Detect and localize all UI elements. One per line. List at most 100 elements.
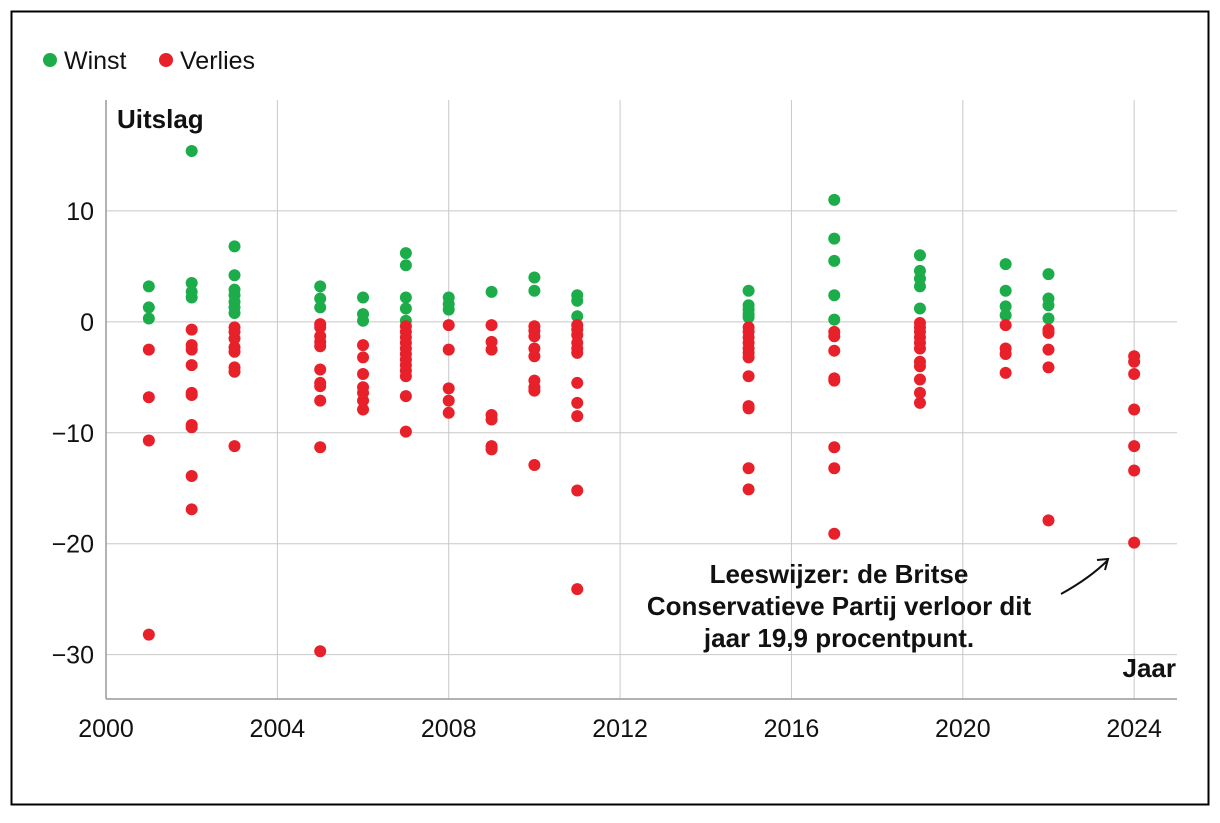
point-verlies-30 bbox=[314, 394, 327, 407]
point-verlies-27 bbox=[314, 363, 327, 376]
point-verlies-21 bbox=[228, 440, 241, 453]
x-tick-label-2004: 2004 bbox=[250, 715, 306, 743]
x-tick-label-2024: 2024 bbox=[1106, 715, 1162, 743]
y-axis-title: Uitslag bbox=[117, 104, 204, 134]
point-verlies-68 bbox=[528, 350, 541, 363]
point-winst-20 bbox=[399, 247, 412, 260]
x-tick-label-2012: 2012 bbox=[592, 715, 648, 743]
legend-label-winst: Winst bbox=[64, 47, 127, 75]
point-verlies-115 bbox=[999, 319, 1012, 332]
x-tick-label-2000: 2000 bbox=[78, 715, 134, 743]
point-verlies-125 bbox=[1128, 355, 1141, 368]
point-winst-43 bbox=[828, 313, 841, 326]
point-verlies-117 bbox=[999, 348, 1012, 361]
legend-label-verlies: Verlies bbox=[180, 47, 255, 75]
legend: Winst Verlies bbox=[43, 47, 255, 75]
point-winst-15 bbox=[314, 292, 327, 305]
y-tick-label-2: −10 bbox=[52, 420, 94, 448]
point-verlies-54 bbox=[442, 382, 455, 395]
point-verlies-57 bbox=[485, 319, 498, 332]
point-verlies-23 bbox=[314, 321, 327, 334]
point-verlies-35 bbox=[357, 367, 370, 380]
point-verlies-52 bbox=[442, 319, 455, 332]
point-verlies-128 bbox=[1128, 440, 1141, 453]
point-winst-47 bbox=[913, 280, 926, 293]
point-verlies-127 bbox=[1128, 403, 1141, 416]
point-verlies-53 bbox=[442, 343, 455, 356]
x-tick-label-2020: 2020 bbox=[935, 715, 991, 743]
point-winst-40 bbox=[828, 232, 841, 245]
point-verlies-98 bbox=[828, 344, 841, 357]
point-verlies-50 bbox=[399, 390, 412, 403]
point-winst-50 bbox=[999, 284, 1012, 297]
point-winst-56 bbox=[1042, 312, 1055, 325]
point-verlies-101 bbox=[828, 441, 841, 454]
point-winst-17 bbox=[357, 291, 370, 304]
point-winst-55 bbox=[1042, 299, 1055, 312]
x-axis-title: Jaar bbox=[1123, 653, 1177, 683]
point-verlies-81 bbox=[571, 410, 584, 423]
y-tick-label-1: −20 bbox=[52, 531, 94, 559]
point-verlies-49 bbox=[399, 370, 412, 383]
point-verlies-66 bbox=[528, 330, 541, 343]
point-verlies-56 bbox=[442, 406, 455, 419]
point-winst-33 bbox=[571, 310, 584, 323]
point-verlies-120 bbox=[1042, 326, 1055, 339]
point-verlies-55 bbox=[442, 394, 455, 407]
point-winst-1 bbox=[142, 301, 155, 314]
point-verlies-61 bbox=[485, 413, 498, 426]
data-points bbox=[142, 145, 1141, 658]
point-winst-6 bbox=[185, 291, 198, 304]
point-winst-41 bbox=[828, 254, 841, 267]
point-verlies-7 bbox=[185, 359, 198, 372]
point-winst-51 bbox=[999, 300, 1012, 313]
point-verlies-79 bbox=[571, 376, 584, 389]
point-winst-16 bbox=[314, 301, 327, 314]
point-verlies-83 bbox=[571, 583, 584, 596]
point-verlies-51 bbox=[399, 425, 412, 438]
x-tick-label-2016: 2016 bbox=[764, 715, 820, 743]
point-verlies-34 bbox=[357, 351, 370, 364]
point-verlies-32 bbox=[314, 645, 327, 658]
point-winst-0 bbox=[142, 280, 155, 293]
point-verlies-12 bbox=[185, 470, 198, 483]
point-winst-23 bbox=[399, 302, 412, 315]
annotation-arrow bbox=[1060, 559, 1109, 595]
point-verlies-6 bbox=[185, 343, 198, 356]
point-winst-14 bbox=[314, 280, 327, 293]
point-verlies-3 bbox=[142, 628, 155, 641]
point-winst-13 bbox=[228, 306, 241, 319]
point-verlies-100 bbox=[828, 374, 841, 387]
point-verlies-95 bbox=[742, 483, 755, 496]
point-winst-4 bbox=[185, 277, 198, 290]
point-winst-30 bbox=[528, 284, 541, 297]
point-winst-8 bbox=[228, 269, 241, 282]
annotation-line-3: jaar 19,9 procentpunt. bbox=[703, 623, 974, 653]
y-tick-label-4: 10 bbox=[66, 198, 94, 226]
point-verlies-94 bbox=[742, 462, 755, 475]
point-winst-32 bbox=[571, 294, 584, 307]
y-tick-label-0: −30 bbox=[52, 642, 94, 670]
annotation-arrow-head bbox=[1096, 557, 1110, 571]
x-tick-label-2008: 2008 bbox=[421, 715, 477, 743]
legend-marker-winst bbox=[43, 53, 57, 67]
point-verlies-103 bbox=[828, 527, 841, 540]
point-verlies-111 bbox=[913, 360, 926, 373]
point-verlies-18 bbox=[228, 345, 241, 358]
point-verlies-4 bbox=[185, 323, 198, 336]
point-winst-42 bbox=[828, 289, 841, 302]
point-winst-22 bbox=[399, 291, 412, 304]
point-verlies-16 bbox=[228, 332, 241, 345]
point-verlies-102 bbox=[828, 462, 841, 475]
point-winst-34 bbox=[742, 284, 755, 297]
point-winst-3 bbox=[185, 145, 198, 158]
point-verlies-2 bbox=[142, 434, 155, 447]
point-verlies-13 bbox=[185, 503, 198, 516]
grid-lines bbox=[106, 100, 1177, 699]
point-winst-19 bbox=[357, 314, 370, 327]
point-winst-49 bbox=[999, 258, 1012, 271]
point-winst-29 bbox=[528, 271, 541, 284]
point-verlies-26 bbox=[314, 340, 327, 353]
